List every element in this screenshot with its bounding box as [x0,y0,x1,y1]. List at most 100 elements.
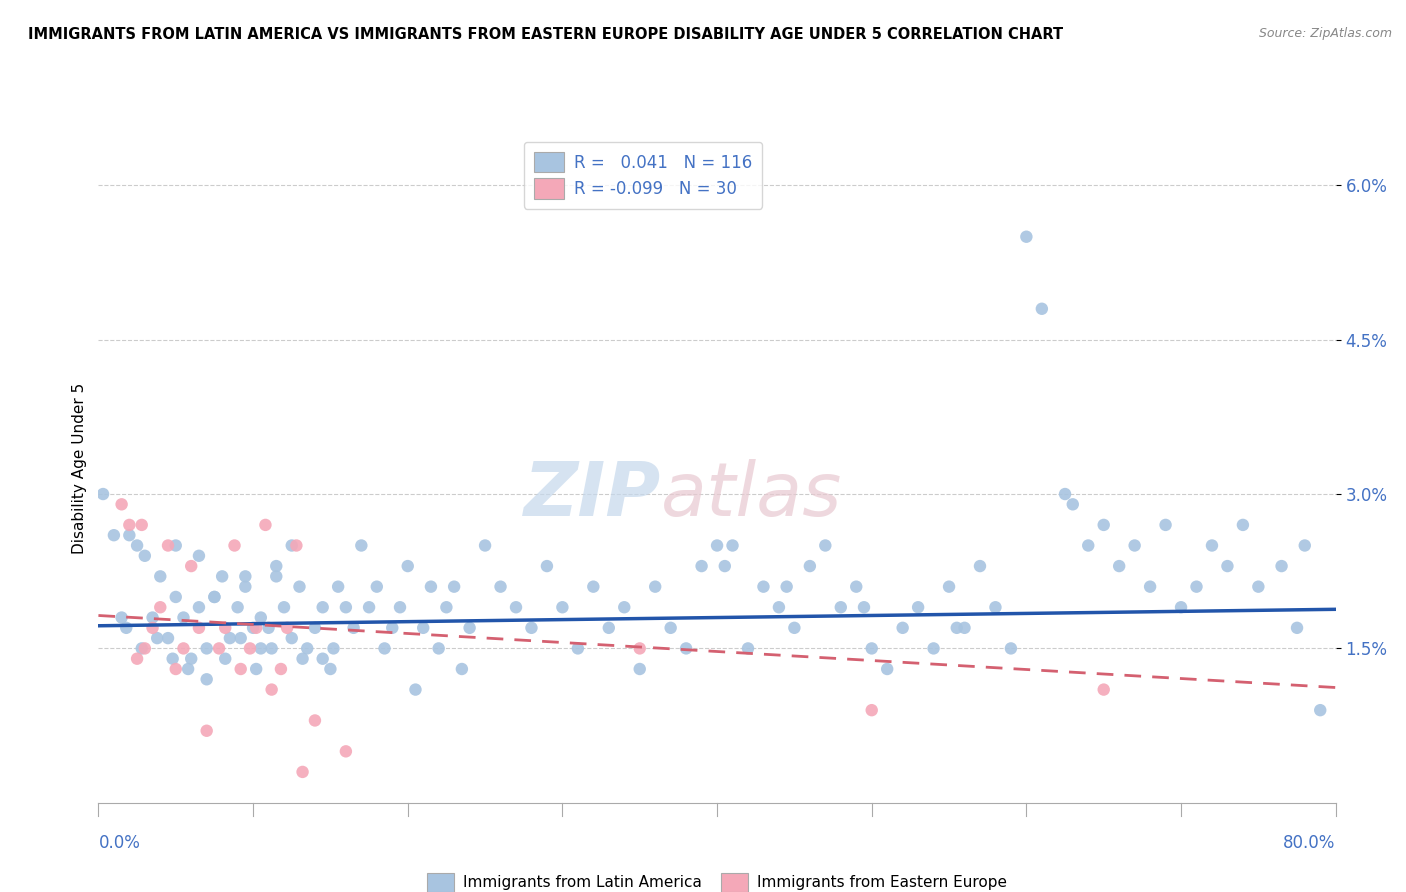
Point [969,559,991,574]
Point [1247,580,1270,594]
Point [598,621,620,635]
Point [567,641,589,656]
Point [188,621,211,635]
Point [799,559,821,574]
Point [177,662,200,676]
Point [1170,600,1192,615]
Point [953,621,976,635]
Point [628,641,651,656]
Point [776,580,799,594]
Point [285,539,308,553]
Point [146,631,169,645]
Point [312,600,335,615]
Point [172,641,194,656]
Point [180,559,202,574]
Point [1123,539,1146,553]
Point [322,641,344,656]
Point [250,610,273,624]
Point [281,631,304,645]
Point [1232,517,1254,532]
Point [127,651,149,665]
Point [273,600,295,615]
Point [845,580,868,594]
Point [219,631,242,645]
Point [111,610,132,624]
Point [264,559,288,574]
Point [270,662,292,676]
Text: 0.0%: 0.0% [98,834,141,852]
Point [381,621,404,635]
Point [489,580,512,594]
Point [1108,559,1130,574]
Point [141,621,165,635]
Point [165,590,187,604]
Point [520,621,543,635]
Point [830,600,852,615]
Point [1294,539,1316,553]
Point [1154,517,1177,532]
Point [922,641,945,656]
Point [1077,539,1099,553]
Point [235,569,257,583]
Point [195,723,218,738]
Point [165,662,187,676]
Point [297,641,319,656]
Point [188,600,211,615]
Point [257,621,280,635]
Point [1092,517,1115,532]
Point [396,559,419,574]
Text: IMMIGRANTS FROM LATIN AMERICA VS IMMIGRANTS FROM EASTERN EUROPE DISABILITY AGE U: IMMIGRANTS FROM LATIN AMERICA VS IMMIGRA… [28,27,1063,42]
Point [204,590,226,604]
Point [675,641,697,656]
Point [768,600,790,615]
Point [1201,539,1223,553]
Point [1286,621,1309,635]
Text: ZIP: ZIP [524,458,661,532]
Point [1000,641,1022,656]
Point [304,714,326,728]
Point [374,641,396,656]
Point [443,580,465,594]
Point [195,673,218,687]
Point [312,651,335,665]
Point [1309,703,1331,717]
Point [264,569,288,583]
Point [242,621,264,635]
Point [260,682,283,697]
Point [474,539,496,553]
Point [214,621,236,635]
Point [245,662,267,676]
Point [276,621,298,635]
Point [208,641,231,656]
Point [427,641,450,656]
Point [359,600,381,615]
Point [388,600,412,615]
Point [783,621,806,635]
Point [335,744,357,758]
Point [254,517,277,532]
Point [118,528,141,542]
Point [180,651,202,665]
Point [613,600,636,615]
Point [852,600,875,615]
Point [304,621,326,635]
Point [260,641,283,656]
Point [436,600,458,615]
Point [1054,487,1077,501]
Point [239,641,262,656]
Point [149,600,172,615]
Point [1031,301,1053,316]
Point [229,631,252,645]
Point [224,539,246,553]
Point [226,600,249,615]
Point [551,600,574,615]
Point [714,559,737,574]
Point [281,539,304,553]
Point [195,641,218,656]
Point [860,703,883,717]
Point [115,621,138,635]
Point [141,610,165,624]
Point [335,600,357,615]
Point [1062,497,1084,511]
Point [1139,580,1161,594]
